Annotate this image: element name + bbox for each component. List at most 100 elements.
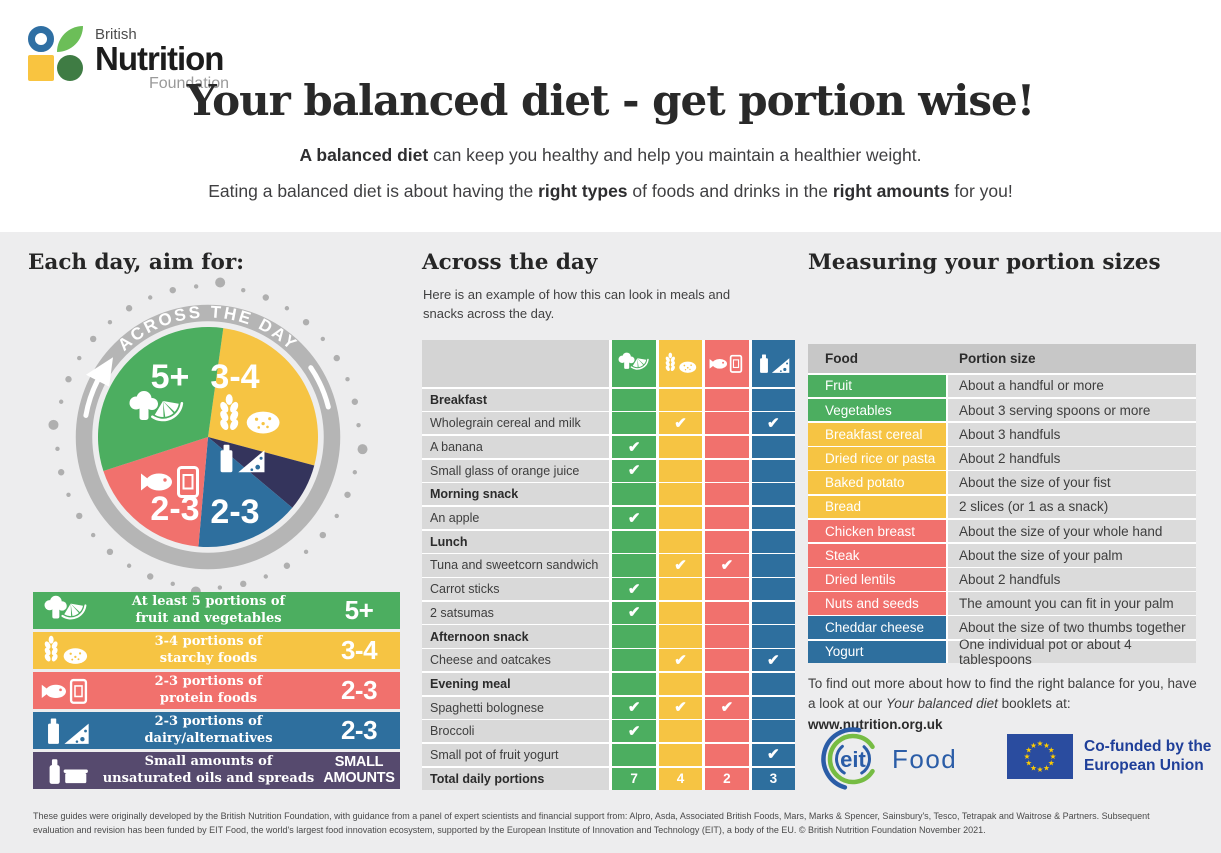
check-cell: ✔ (612, 696, 656, 719)
check-icon: ✔ (674, 699, 687, 717)
legend-value: 3-4 (340, 635, 378, 665)
check-icon: ✔ (767, 414, 780, 432)
meal-row: Morning snack (422, 483, 796, 506)
meal-row: Lunch (422, 530, 796, 553)
eu-star-icon: ★ (1048, 759, 1055, 768)
note-pre: To find out more about how to find the r… (808, 676, 1197, 712)
meal-item-label: Carrot sticks (422, 578, 610, 601)
check-cell (612, 388, 656, 411)
check-cell (658, 507, 703, 530)
protein-icon (33, 675, 99, 706)
check-icon: ✔ (674, 414, 687, 432)
portion-food: Baked potato (808, 471, 946, 494)
note-mid: booklets at: (997, 696, 1071, 712)
across-the-day-wheel: 3-42-32-35+ ACROSS THE DAY (48, 277, 368, 597)
pie-label-fruit-veg: 5+ (151, 358, 190, 396)
check-cell (658, 672, 703, 695)
portion-food: Nuts and seeds (808, 592, 946, 615)
subtitle2-pre: Eating a balanced diet is about having t… (208, 181, 539, 201)
legend-line1: 2-3 portions of (154, 713, 263, 729)
portion-size: One individual pot or about 4 tablespoon… (948, 637, 1196, 667)
meal-row: Wholegrain cereal and milk ✔ ✔ (422, 412, 796, 435)
legend-row-protein: 2-3 portions of protein foods 2-3 (33, 672, 400, 709)
meal-item-label: A banana (422, 435, 610, 459)
check-cell (751, 459, 796, 482)
portion-food: Chicken breast (808, 519, 946, 543)
eit-text: eit (840, 747, 866, 772)
meal-section-label: Breakfast (422, 388, 610, 411)
check-cell (612, 554, 656, 577)
check-cell: ✔ (751, 649, 796, 672)
column-header-starchy-icon (658, 340, 703, 387)
subtitle1-rest: can keep you healthy and help you mainta… (428, 145, 922, 165)
brand-foundation: Foundation (148, 75, 229, 92)
nutrition-org-link[interactable]: www.nutrition.org.uk (808, 716, 943, 732)
column-header-fruit-veg-icon (612, 340, 656, 387)
legend-text: 2-3 portions of dairy/alternatives (99, 714, 318, 748)
day-subtitle: Here is an example of how this can look … (423, 287, 731, 321)
check-cell (751, 601, 796, 624)
legend-text: 2-3 portions of protein foods (99, 674, 318, 708)
portion-food: Yogurt (808, 640, 946, 664)
gray-ring (75, 304, 341, 570)
check-icon: ✔ (674, 651, 687, 669)
portion-row: Steak About the size of your palm (808, 543, 1196, 567)
footer-disclaimer: These guides were originally developed b… (33, 811, 1150, 835)
check-icon: ✔ (627, 722, 641, 740)
food-group-legend: At least 5 portions of fruit and vegetabl… (33, 592, 400, 789)
portion-size: About a handful or more (948, 374, 1196, 398)
check-cell (658, 435, 703, 459)
legend-value: 2-3 (340, 715, 378, 745)
meal-item-label: Spaghetti bolognese (422, 696, 610, 719)
pie-labels: 3-42-32-35+ (128, 358, 280, 531)
check-cell (705, 459, 749, 482)
meal-item-label: Small glass of orange juice (422, 459, 610, 482)
check-cell (705, 743, 749, 766)
meal-row: Small glass of orange juice ✔ (422, 459, 796, 482)
portions-table-header: Food Portion size (808, 344, 1196, 373)
check-cell (612, 530, 656, 553)
eit-food-logo: eit Food (821, 727, 956, 790)
portion-row: Dried lentils About 2 handfuls (808, 568, 1196, 591)
check-icon: ✔ (767, 746, 780, 764)
check-cell: ✔ (658, 412, 703, 435)
portions-note: To find out more about how to find the r… (808, 674, 1200, 735)
check-cell: ✔ (612, 720, 656, 743)
total-cell: 2 (705, 767, 749, 790)
meals-table: Breakfast Wholegrain cereal and milk ✔ ✔ A b… (422, 340, 796, 790)
meal-row: An apple ✔ (422, 507, 796, 530)
total-row: Total daily portions 7 4 2 3 (422, 767, 796, 790)
check-cell (658, 625, 703, 648)
total-cell: 7 (612, 767, 656, 790)
portion-size: About 3 handfuls (948, 422, 1196, 446)
check-icon: ✔ (674, 556, 687, 574)
column-header-dairy-icon (751, 340, 796, 387)
check-icon: ✔ (627, 580, 641, 598)
day-heading: Across the day (422, 250, 598, 275)
check-cell: ✔ (658, 696, 703, 719)
total-label: Total daily portions (422, 767, 610, 790)
legend-line1: At least 5 portions of (131, 593, 286, 609)
total-value: 2 (723, 771, 731, 787)
meal-section-label: Morning snack (422, 483, 610, 506)
food-column-header: Food (825, 351, 858, 366)
check-cell (705, 507, 749, 530)
subtitle2-bold1: right types (538, 181, 628, 201)
portion-row: Nuts and seeds The amount you can fit in … (808, 592, 1196, 615)
portion-row: Chicken breast About the size of your who… (808, 519, 1196, 543)
pie-label-dairy: 2-3 (210, 493, 259, 531)
legend-text: At least 5 portions of fruit and vegetabl… (99, 594, 318, 628)
brand-nutrition: Nutrition (95, 40, 224, 77)
check-cell (658, 530, 703, 553)
note-italic: Your balanced diet (886, 696, 998, 712)
eu-star-icon: ★ (1030, 741, 1037, 750)
total-cell: 4 (658, 767, 703, 790)
legend-text: Small amounts of unsaturated oils and spr… (99, 754, 318, 788)
eu-star-icon: ★ (1037, 765, 1044, 774)
check-icon: ✔ (720, 556, 734, 574)
portion-row: Fruit About a handful or more (808, 374, 1196, 398)
portions-heading: Measuring your portion sizes (808, 250, 1161, 275)
legend-value: SMALL AMOUNTS (323, 754, 395, 786)
pie-label-starchy: 3-4 (210, 358, 259, 396)
portion-size: The amount you can fit in your palm (948, 592, 1196, 615)
